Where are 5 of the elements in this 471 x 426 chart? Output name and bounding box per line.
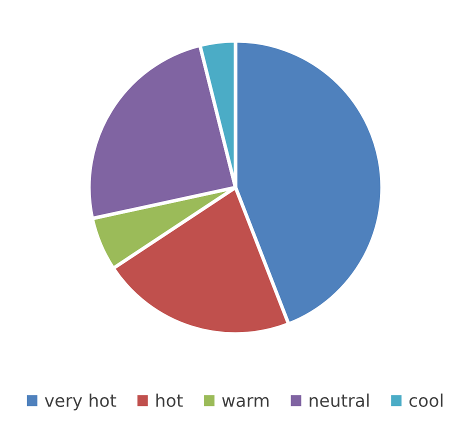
legend-label: hot xyxy=(156,394,183,408)
legend-label: neutral xyxy=(310,394,369,408)
legend-label: warm xyxy=(222,397,269,408)
legend-label: cool xyxy=(409,394,442,408)
legend-label: very hot xyxy=(44,394,116,410)
